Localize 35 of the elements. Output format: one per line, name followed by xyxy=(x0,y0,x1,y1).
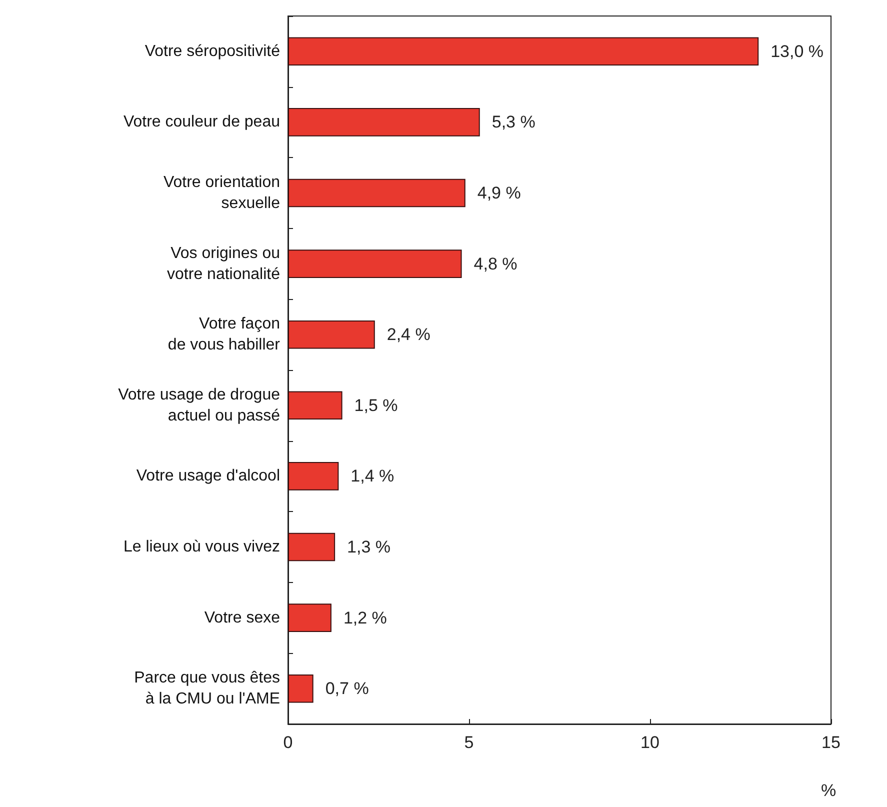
bar xyxy=(288,391,342,420)
bar xyxy=(288,108,480,136)
x-tick-label: 10 xyxy=(640,733,660,752)
bar xyxy=(288,532,336,562)
data-label: 1,5 % xyxy=(354,396,398,415)
data-label: 2,4 % xyxy=(386,325,430,344)
y-tick-label: Votre façon de vous habiller xyxy=(168,316,281,354)
y-tick-label: Votre orientation sexuelle xyxy=(163,174,280,212)
bar xyxy=(288,462,339,490)
y-tick-label: Parce que vous êtes à la CMU ou l'AME xyxy=(134,670,280,708)
data-label: 1,2 % xyxy=(343,608,387,628)
bar xyxy=(288,674,314,703)
data-label: 0,7 % xyxy=(325,679,369,698)
data-label: 1,3 % xyxy=(347,538,391,556)
y-tick-label: Votre couleur de peau xyxy=(123,114,280,131)
x-axis-title: % xyxy=(821,781,836,800)
data-label: 1,4 % xyxy=(350,466,394,486)
x-tick-label: 0 xyxy=(283,733,293,752)
y-tick-label: Le lieux où vous vivez xyxy=(123,538,280,556)
y-tick-label: Votre usage d'alcool xyxy=(136,468,280,485)
y-tick-label: Votre sexe xyxy=(204,609,280,626)
y-tick-label: Vos origines ou votre nationalité xyxy=(167,244,280,283)
data-label: 4,8 % xyxy=(474,254,518,274)
x-tick-label: 15 xyxy=(822,733,840,752)
bar xyxy=(288,250,462,278)
data-label: 5,3 % xyxy=(492,112,536,132)
data-label: 4,9 % xyxy=(477,184,521,202)
x-tick-label: 5 xyxy=(464,733,474,752)
bar xyxy=(288,604,332,632)
y-tick-label: Votre séropositivité xyxy=(144,42,280,60)
bar xyxy=(288,178,466,208)
y-tick-label: Votre usage de drogue actuel ou passé xyxy=(118,386,280,424)
bar xyxy=(288,320,375,349)
bar xyxy=(288,37,759,66)
data-label: 13,0 % xyxy=(770,42,824,61)
